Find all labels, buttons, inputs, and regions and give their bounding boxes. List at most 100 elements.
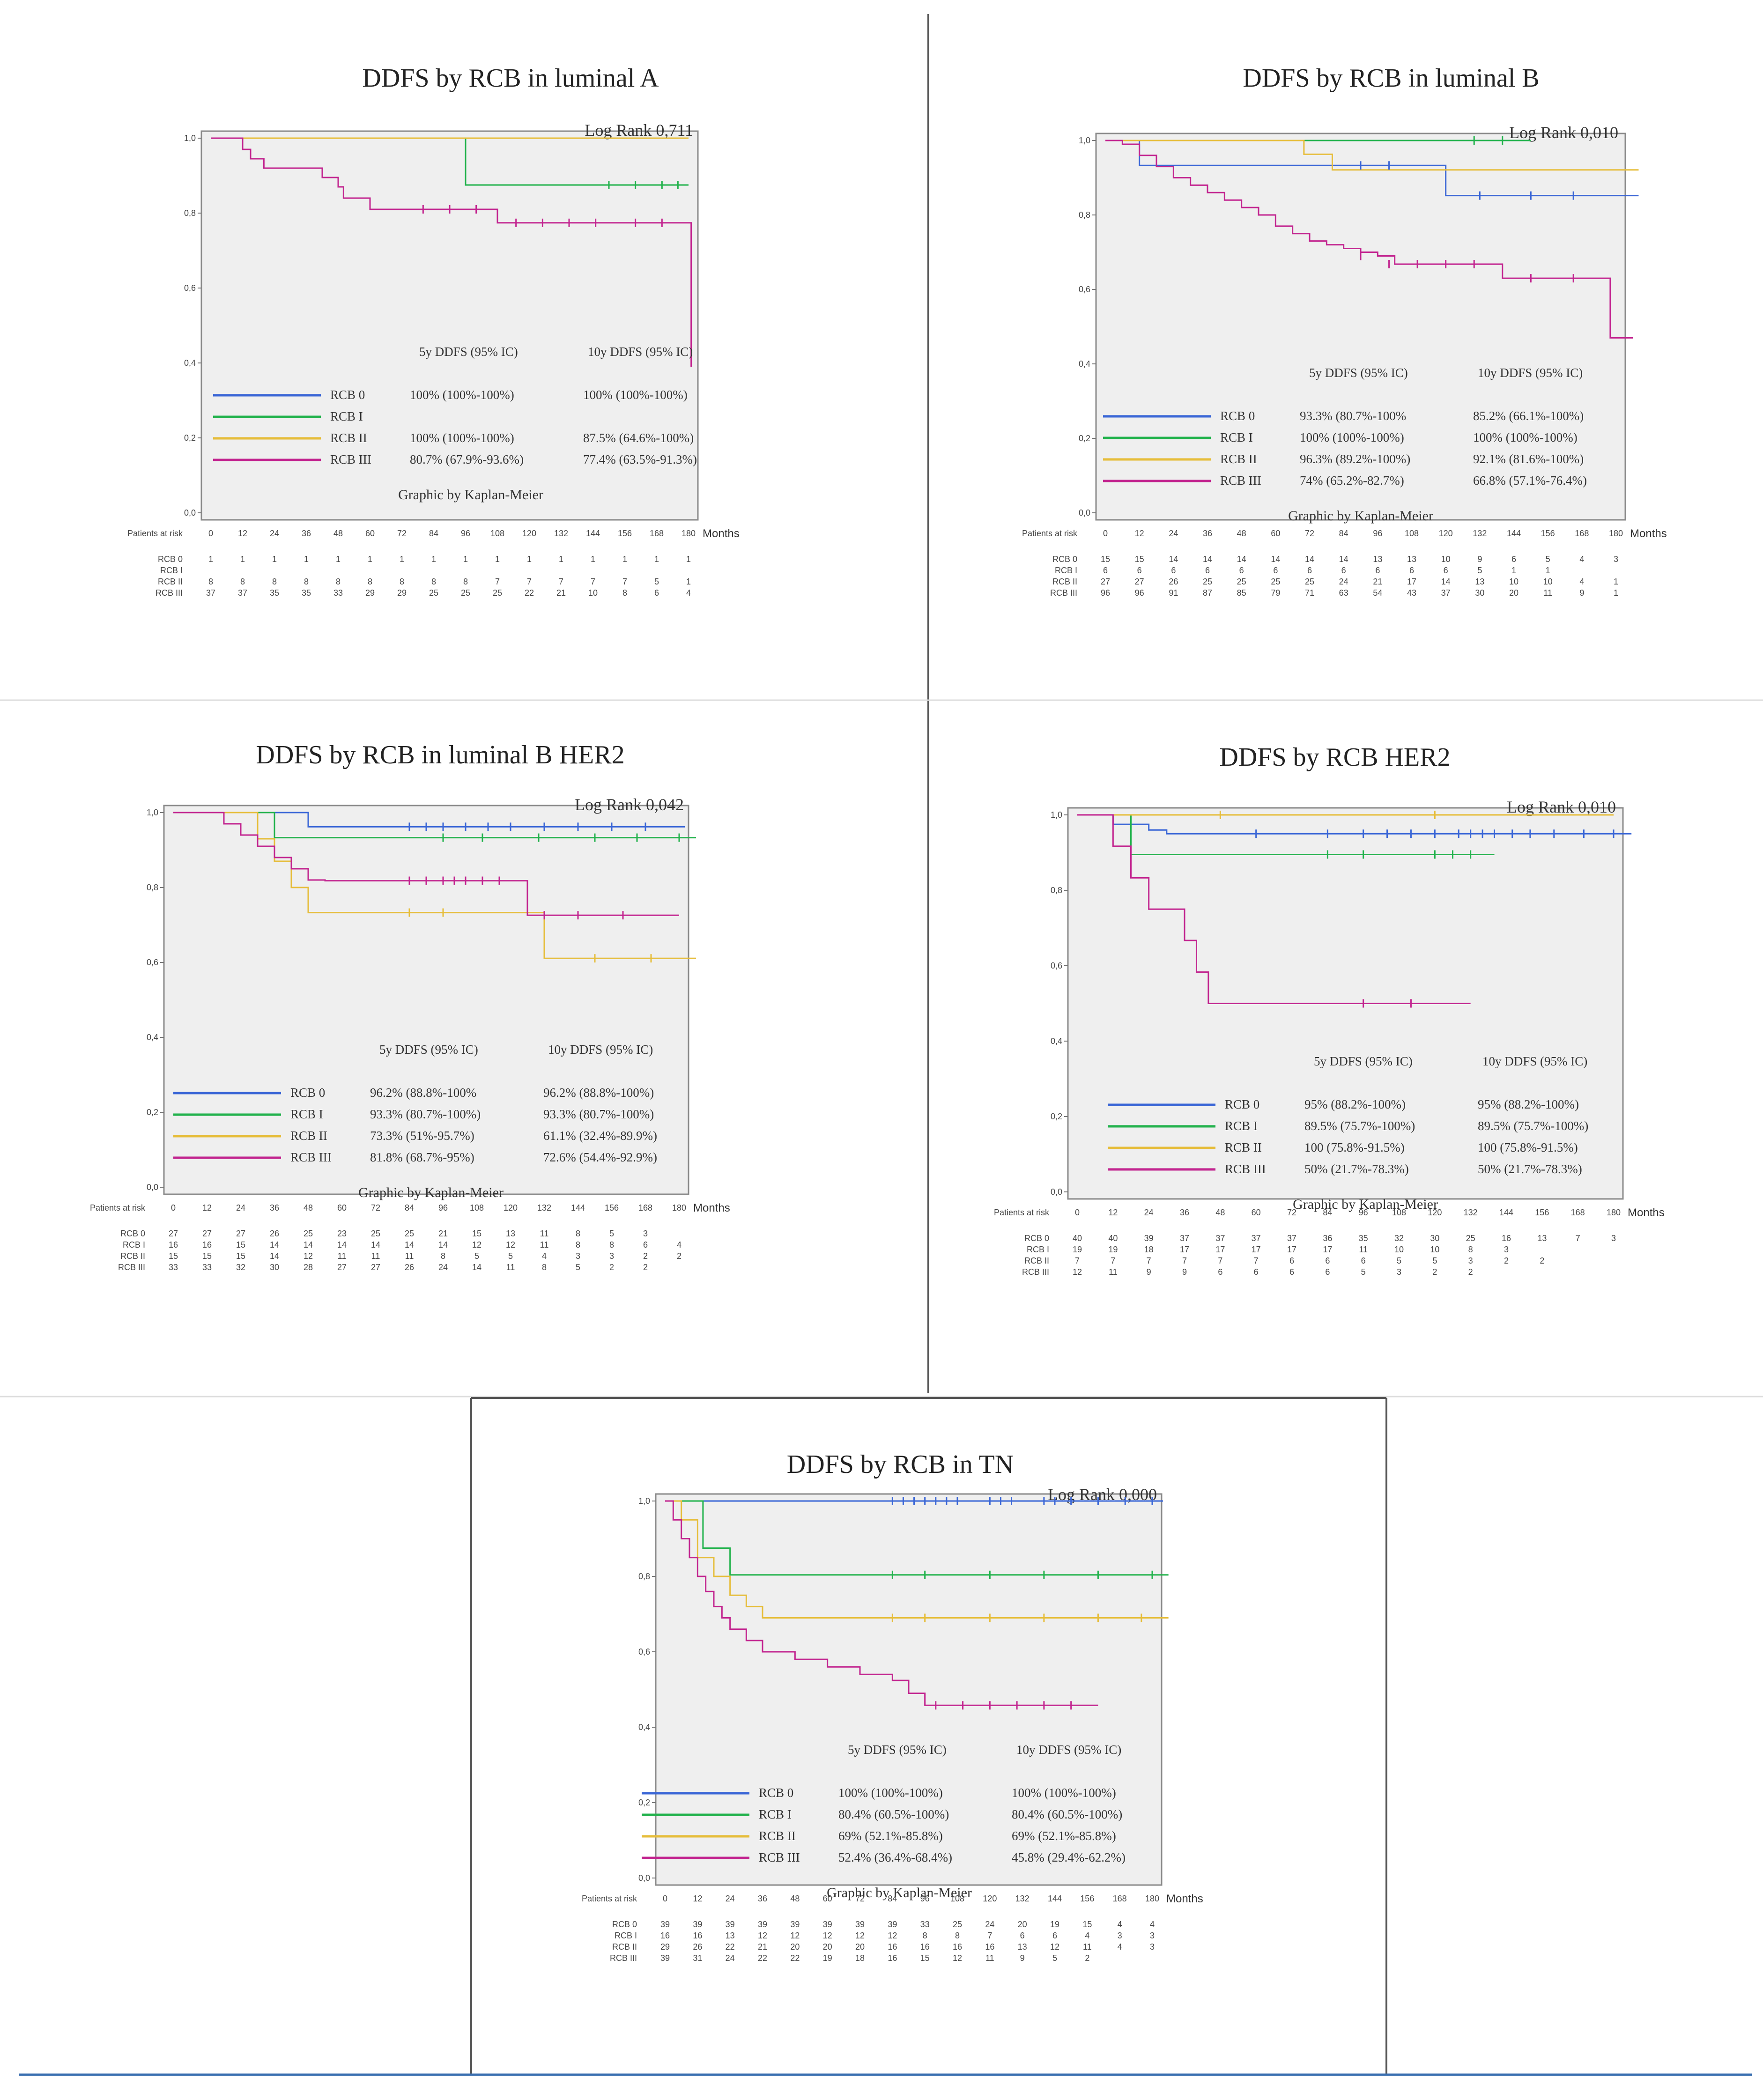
risk-count: 12 (953, 1953, 962, 1963)
risk-count: 15 (1101, 555, 1110, 564)
risk-count: 14 (337, 1240, 347, 1250)
x-tick-label: 96 (461, 529, 470, 538)
risk-count: 1 (686, 577, 691, 586)
risk-count: 26 (1169, 577, 1178, 586)
chart-title: DDFS by RCB HER2 (1219, 743, 1450, 772)
risk-count: 37 (1215, 1234, 1225, 1243)
risk-count: 37 (1252, 1234, 1261, 1243)
risk-count: 6 (1325, 1256, 1330, 1265)
risk-count: 5 (1477, 566, 1482, 575)
risk-count: 17 (1323, 1245, 1332, 1254)
y-tick-label: 1,0 (1051, 810, 1062, 820)
risk-count: 3 (576, 1251, 580, 1261)
chart-title: DDFS by RCB in luminal B HER2 (256, 740, 624, 769)
risk-table-title: Patients at risk (1022, 529, 1078, 538)
y-tick-label: 0,2 (1051, 1112, 1062, 1121)
legend-5y-value: 93.3% (80.7%-100%) (370, 1107, 481, 1121)
risk-count: 39 (823, 1920, 832, 1929)
risk-count: 63 (1339, 588, 1348, 598)
x-tick-label: 36 (270, 1203, 279, 1213)
y-tick-label: 0,6 (1051, 961, 1062, 970)
risk-count: 6 (1444, 566, 1448, 575)
legend-header-10y: 10y DDFS (95% IC) (548, 1043, 653, 1057)
x-tick-label: 144 (1048, 1894, 1062, 1903)
x-tick-label: 36 (758, 1894, 767, 1903)
risk-count: 6 (1361, 1256, 1366, 1265)
legend-10y-value: 100 (75.8%-91.5%) (1478, 1140, 1578, 1154)
risk-count: 33 (202, 1263, 212, 1272)
risk-count: 12 (855, 1931, 865, 1940)
risk-count: 2 (677, 1251, 681, 1261)
risk-count: 5 (654, 577, 659, 586)
legend-header-5y: 5y DDFS (95% IC) (379, 1043, 478, 1057)
risk-count: 6 (1218, 1267, 1222, 1277)
legend-5y-value: 93.3% (80.7%-100% (1300, 409, 1406, 423)
chart-title: DDFS by RCB in TN (787, 1450, 1014, 1479)
risk-count: 4 (1118, 1920, 1122, 1929)
risk-count: 8 (622, 588, 627, 598)
x-tick-label: 12 (1135, 529, 1144, 538)
x-tick-label: 144 (586, 529, 600, 538)
x-tick-label: 48 (790, 1894, 800, 1903)
risk-table-title: Patients at risk (994, 1208, 1050, 1217)
risk-row-label: RCB 0 (120, 1229, 145, 1238)
risk-table-title: Patients at risk (582, 1894, 637, 1903)
risk-count: 10 (1394, 1245, 1404, 1254)
x-tick-label: 144 (1499, 1208, 1513, 1217)
x-tick-label: 108 (490, 529, 504, 538)
risk-count: 27 (169, 1229, 178, 1238)
legend-5y-value: 96.3% (89.2%-100%) (1300, 452, 1410, 466)
x-tick-label: 12 (1108, 1208, 1118, 1217)
y-tick-label: 0,4 (638, 1723, 650, 1732)
risk-count: 6 (1171, 566, 1176, 575)
risk-count: 15 (169, 1251, 178, 1261)
legend-5y-value: 74% (65.2%-82.7%) (1300, 473, 1404, 488)
risk-count: 27 (337, 1263, 347, 1272)
risk-count: 11 (405, 1251, 414, 1261)
x-tick-label: 168 (650, 529, 664, 538)
risk-count: 26 (693, 1942, 702, 1952)
risk-count: 4 (677, 1240, 681, 1250)
log-rank-annotation: Log Rank 0,042 (575, 795, 684, 814)
risk-count: 14 (1271, 555, 1280, 564)
x-tick-label: 36 (302, 529, 311, 538)
y-tick-label: 0,2 (1079, 434, 1090, 443)
risk-count: 8 (441, 1251, 445, 1261)
risk-count: 11 (1359, 1245, 1368, 1254)
x-tick-label: 48 (1237, 529, 1246, 538)
legend-series-name: RCB I (759, 1807, 792, 1821)
risk-count: 25 (1237, 577, 1246, 586)
risk-count: 20 (790, 1942, 800, 1952)
x-tick-label: 108 (470, 1203, 484, 1213)
x-axis-label: Months (693, 1202, 730, 1214)
x-tick-label: 60 (1271, 529, 1280, 538)
risk-count: 2 (1468, 1267, 1473, 1277)
x-tick-label: 180 (681, 529, 696, 538)
legend-10y-value: 93.3% (80.7%-100%) (543, 1107, 654, 1121)
risk-count: 36 (1323, 1234, 1332, 1243)
risk-count: 1 (463, 555, 468, 564)
risk-count: 27 (371, 1263, 380, 1272)
legend-5y-value: 96.2% (88.8%-100% (370, 1086, 476, 1100)
risk-count: 8 (336, 577, 341, 586)
risk-count: 4 (542, 1251, 547, 1261)
risk-count: 8 (542, 1263, 547, 1272)
legend-5y-value: 100% (100%-100%) (838, 1786, 943, 1800)
risk-count: 6 (1239, 566, 1244, 575)
risk-count: 7 (1147, 1256, 1151, 1265)
risk-count: 40 (1073, 1234, 1082, 1243)
legend-5y-value: 81.8% (68.7%-95%) (370, 1150, 474, 1164)
risk-count: 15 (920, 1953, 930, 1963)
legend-10y-value: 72.6% (54.4%-92.9%) (543, 1150, 657, 1164)
risk-count: 25 (953, 1920, 962, 1929)
risk-row-label: RCB II (1052, 577, 1077, 586)
risk-count: 6 (1325, 1267, 1330, 1277)
risk-count: 4 (1579, 577, 1584, 586)
risk-count: 1 (686, 555, 691, 564)
x-tick-label: 36 (1203, 529, 1212, 538)
series-line-rcb-iii (173, 812, 679, 916)
risk-count: 39 (855, 1920, 865, 1929)
risk-count: 1 (431, 555, 436, 564)
risk-count: 27 (236, 1229, 245, 1238)
risk-count: 2 (1540, 1256, 1544, 1265)
